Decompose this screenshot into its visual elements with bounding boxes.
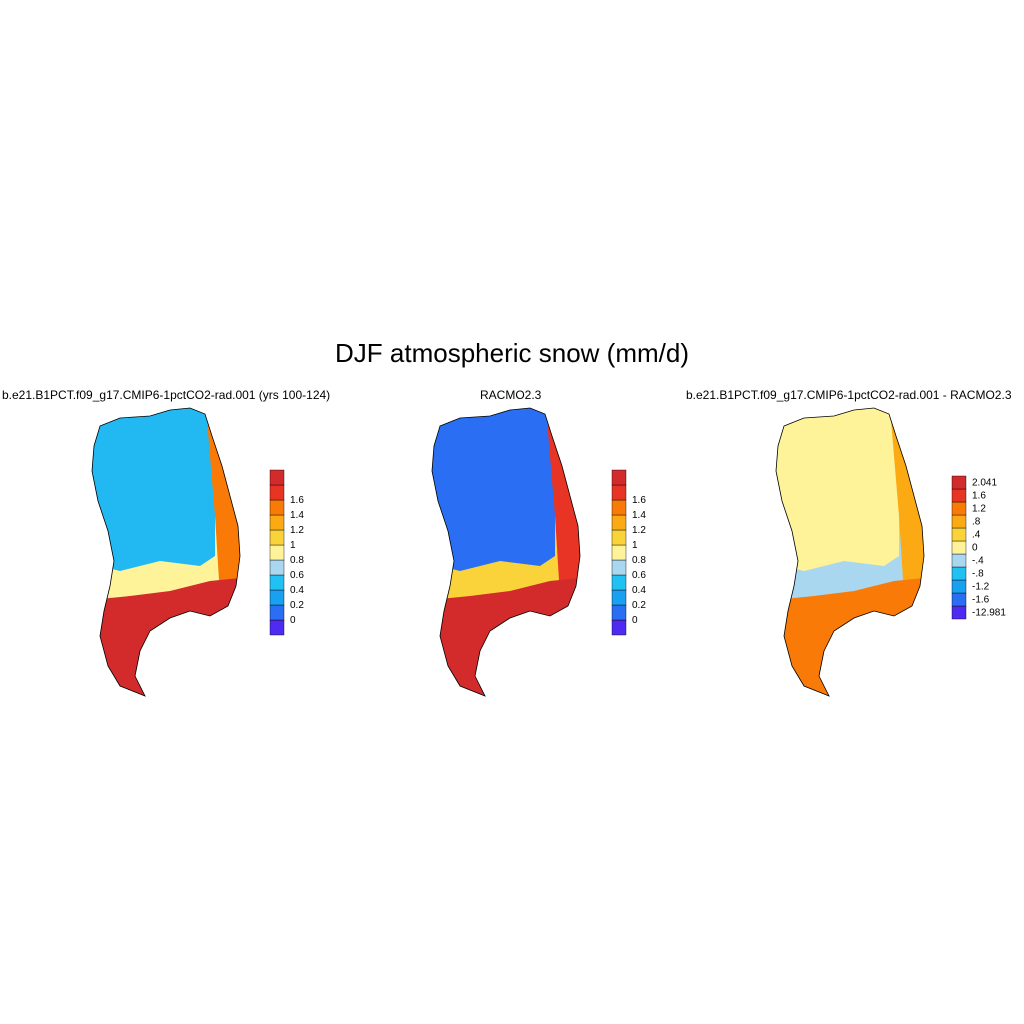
colorbar-swatch xyxy=(269,619,285,636)
colorbar-swatch xyxy=(611,514,627,531)
panel-3-title: b.e21.B1PCT.f09_g17.CMIP6-1pctCO2-rad.00… xyxy=(686,388,1012,402)
panel-2-colorbar: 0 0.2 0.4 0.6 0.8 1 1.2 1.4 1.6 xyxy=(611,469,646,636)
colorbar-swatch xyxy=(269,604,285,621)
colorbar-tick-label: 0 xyxy=(290,615,296,626)
colorbar-tick-label: 0.4 xyxy=(632,585,646,596)
colorbar-swatch xyxy=(951,475,967,490)
colorbar-tick-label: 1.6 xyxy=(632,495,646,506)
figure-title: DJF atmospheric snow (mm/d) xyxy=(335,338,689,368)
panel-3-map xyxy=(775,407,925,697)
colorbar-swatch xyxy=(951,553,967,568)
colorbar-swatch xyxy=(611,559,627,576)
colorbar-swatch xyxy=(269,514,285,531)
colorbar-swatch xyxy=(951,540,967,555)
colorbar-swatch xyxy=(951,501,967,516)
panel-1-map xyxy=(91,407,241,697)
colorbar-swatch xyxy=(269,589,285,606)
colorbar-swatch xyxy=(611,619,627,636)
colorbar-swatch xyxy=(611,589,627,606)
colorbar-tick-label: 0.6 xyxy=(290,570,304,581)
colorbar-swatch xyxy=(951,514,967,529)
colorbar-swatch xyxy=(951,488,967,503)
coastline xyxy=(431,407,581,697)
colorbar-swatch xyxy=(611,469,627,486)
colorbar-tick-label: -1.2 xyxy=(972,582,990,593)
colorbar-swatch xyxy=(611,604,627,621)
panel-2-map xyxy=(431,407,581,697)
colorbar-tick-label: 1.2 xyxy=(290,525,304,536)
colorbar-swatch xyxy=(269,574,285,591)
colorbar-swatch xyxy=(951,566,967,581)
colorbar-swatch xyxy=(269,559,285,576)
colorbar-tick-label: .4 xyxy=(972,530,981,541)
colorbar-tick-label: 1.4 xyxy=(632,510,646,521)
colorbar-swatch xyxy=(611,484,627,501)
field-south xyxy=(92,576,240,696)
colorbar-tick-label: -1.6 xyxy=(972,595,990,606)
colorbar-swatch xyxy=(611,529,627,546)
colorbar-tick-label: 1.4 xyxy=(290,510,304,521)
colorbar-swatch xyxy=(611,574,627,591)
panel-1-title: b.e21.B1PCT.f09_g17.CMIP6-1pctCO2-rad.00… xyxy=(2,388,331,402)
field-north-interior xyxy=(432,408,555,571)
field-south xyxy=(432,576,580,696)
colorbar-swatch xyxy=(611,499,627,516)
colorbar-tick-label: 0.8 xyxy=(632,555,646,566)
colorbar-tick-label: 2.041 xyxy=(972,478,997,489)
colorbar-tick-label: 1.2 xyxy=(632,525,646,536)
colorbar-tick-label: 0.2 xyxy=(632,600,646,611)
colorbar-tick-label: 0.8 xyxy=(290,555,304,566)
colorbar-tick-label: 0.4 xyxy=(290,585,304,596)
field-south xyxy=(776,576,924,696)
colorbar-swatch xyxy=(269,469,285,486)
panel-1-colorbar: 0 0.2 0.4 0.6 0.8 1 1.2 1.4 1.6 xyxy=(269,469,304,636)
field-north-interior xyxy=(92,408,215,571)
coastline xyxy=(775,407,925,697)
colorbar-swatch xyxy=(269,529,285,546)
colorbar-tick-label: 1 xyxy=(632,540,638,551)
coastline xyxy=(91,407,241,697)
colorbar-swatch xyxy=(951,527,967,542)
colorbar-swatch xyxy=(611,544,627,561)
colorbar-swatch xyxy=(269,499,285,516)
colorbar-tick-label: 0.2 xyxy=(290,600,304,611)
colorbar-tick-label: 0 xyxy=(632,615,638,626)
panel-2-title: RACMO2.3 xyxy=(480,388,542,402)
colorbar-tick-label: 1.6 xyxy=(972,491,986,502)
colorbar-swatch xyxy=(951,605,967,620)
colorbar-swatch xyxy=(951,579,967,594)
colorbar-tick-label: 1 xyxy=(290,540,296,551)
colorbar-tick-label: .8 xyxy=(972,517,981,528)
colorbar-swatch xyxy=(951,592,967,607)
colorbar-tick-label: 1.2 xyxy=(972,504,986,515)
colorbar-tick-label: -.4 xyxy=(972,556,984,567)
colorbar-tick-label: 0.6 xyxy=(632,570,646,581)
colorbar-tick-label: -.8 xyxy=(972,569,984,580)
colorbar-swatch xyxy=(269,544,285,561)
colorbar-tick-label: -12.981 xyxy=(972,608,1006,619)
field-north-interior xyxy=(776,408,899,571)
colorbar-tick-label: 0 xyxy=(972,543,978,554)
colorbar-tick-label: 1.6 xyxy=(290,495,304,506)
colorbar-swatch xyxy=(269,484,285,501)
panel-3-colorbar: 2.041 1.6 1.2 .8 .4 0 -.4 -.8 -1.2 -1.6 -12.981 xyxy=(951,475,1006,620)
